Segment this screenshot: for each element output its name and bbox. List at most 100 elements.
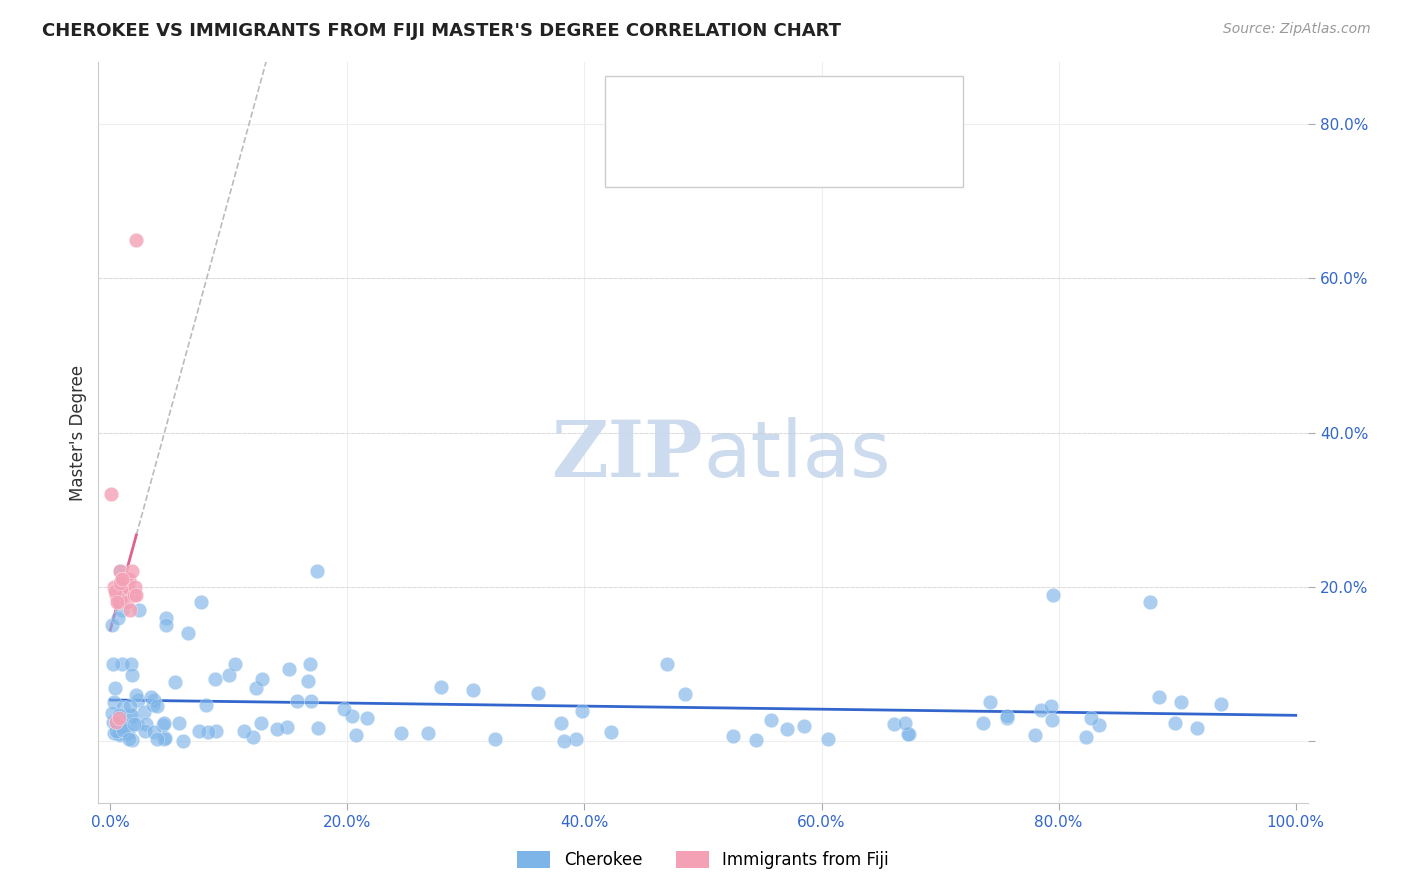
Point	[121, 668, 143, 682]
Point	[761, 713, 783, 727]
Point	[104, 681, 127, 695]
Point	[744, 732, 766, 747]
Point	[108, 576, 131, 591]
Point	[204, 672, 226, 686]
Point	[197, 725, 219, 739]
Point	[145, 698, 167, 713]
Point	[100, 618, 122, 632]
Point	[655, 657, 678, 671]
Point	[122, 588, 145, 602]
Point	[1029, 702, 1052, 716]
Text: R =: R =	[662, 151, 699, 169]
Point	[111, 720, 134, 734]
Point	[105, 714, 128, 729]
Point	[100, 487, 122, 501]
Point	[118, 732, 141, 747]
Point	[1024, 728, 1046, 742]
Point	[110, 576, 132, 591]
Point	[995, 709, 1018, 723]
Point	[111, 572, 134, 586]
Text: atlas: atlas	[703, 417, 890, 493]
Text: 0.019: 0.019	[700, 97, 752, 115]
Point	[121, 709, 143, 723]
Point	[103, 726, 125, 740]
Point	[120, 657, 142, 671]
Point	[817, 731, 839, 746]
Point	[266, 723, 288, 737]
Point	[893, 715, 915, 730]
Point	[1042, 588, 1064, 602]
Text: 0.828: 0.828	[700, 151, 752, 169]
Point	[125, 233, 148, 247]
Point	[285, 694, 308, 708]
Point	[105, 588, 128, 602]
Point	[553, 733, 575, 747]
Point	[276, 720, 298, 734]
Point	[1076, 730, 1098, 744]
Point	[122, 716, 145, 731]
Text: 26: 26	[794, 151, 824, 169]
Point	[107, 595, 129, 609]
Point	[389, 726, 412, 740]
Point	[242, 730, 264, 744]
Point	[118, 572, 141, 586]
Point	[297, 673, 319, 688]
Point	[163, 675, 186, 690]
Point	[1040, 699, 1063, 714]
Point	[307, 565, 329, 579]
Point	[112, 721, 135, 735]
Point	[105, 724, 128, 739]
Point	[142, 698, 165, 712]
Text: R =: R =	[662, 97, 699, 115]
Point	[118, 698, 141, 713]
Point	[117, 725, 139, 739]
Point	[333, 702, 356, 716]
Point	[139, 690, 162, 705]
Point	[484, 732, 506, 747]
Point	[172, 734, 194, 748]
Point	[883, 717, 905, 731]
Point	[143, 692, 166, 706]
Point	[177, 626, 200, 640]
Point	[146, 732, 169, 747]
Point	[108, 727, 131, 741]
Point	[120, 603, 142, 617]
Point	[112, 700, 135, 714]
Point	[121, 565, 143, 579]
Point	[1088, 718, 1111, 732]
Point	[205, 723, 228, 738]
Point	[125, 588, 148, 602]
Point	[1139, 595, 1161, 609]
Point	[250, 715, 273, 730]
Point	[125, 688, 148, 702]
Point	[101, 715, 124, 730]
Point	[1170, 695, 1192, 709]
Point	[600, 725, 623, 739]
Point	[195, 698, 218, 712]
Text: N =: N =	[759, 97, 796, 115]
Point	[155, 618, 177, 632]
Point	[252, 673, 274, 687]
Point	[1040, 714, 1063, 728]
Point	[110, 714, 132, 729]
Point	[120, 707, 142, 722]
Point	[1080, 711, 1102, 725]
Point	[224, 657, 246, 671]
Point	[430, 680, 453, 694]
Point	[153, 732, 176, 747]
Point	[307, 722, 329, 736]
Point	[232, 724, 254, 739]
Point	[218, 667, 240, 681]
Point	[134, 723, 156, 738]
Point	[416, 726, 439, 740]
Point	[299, 694, 322, 708]
Point	[111, 657, 134, 671]
Point	[103, 580, 125, 594]
Point	[550, 715, 572, 730]
Point	[142, 725, 165, 739]
Point	[342, 709, 364, 723]
Point	[104, 583, 127, 598]
Point	[152, 718, 174, 732]
Point	[110, 728, 132, 742]
Point	[112, 723, 135, 737]
